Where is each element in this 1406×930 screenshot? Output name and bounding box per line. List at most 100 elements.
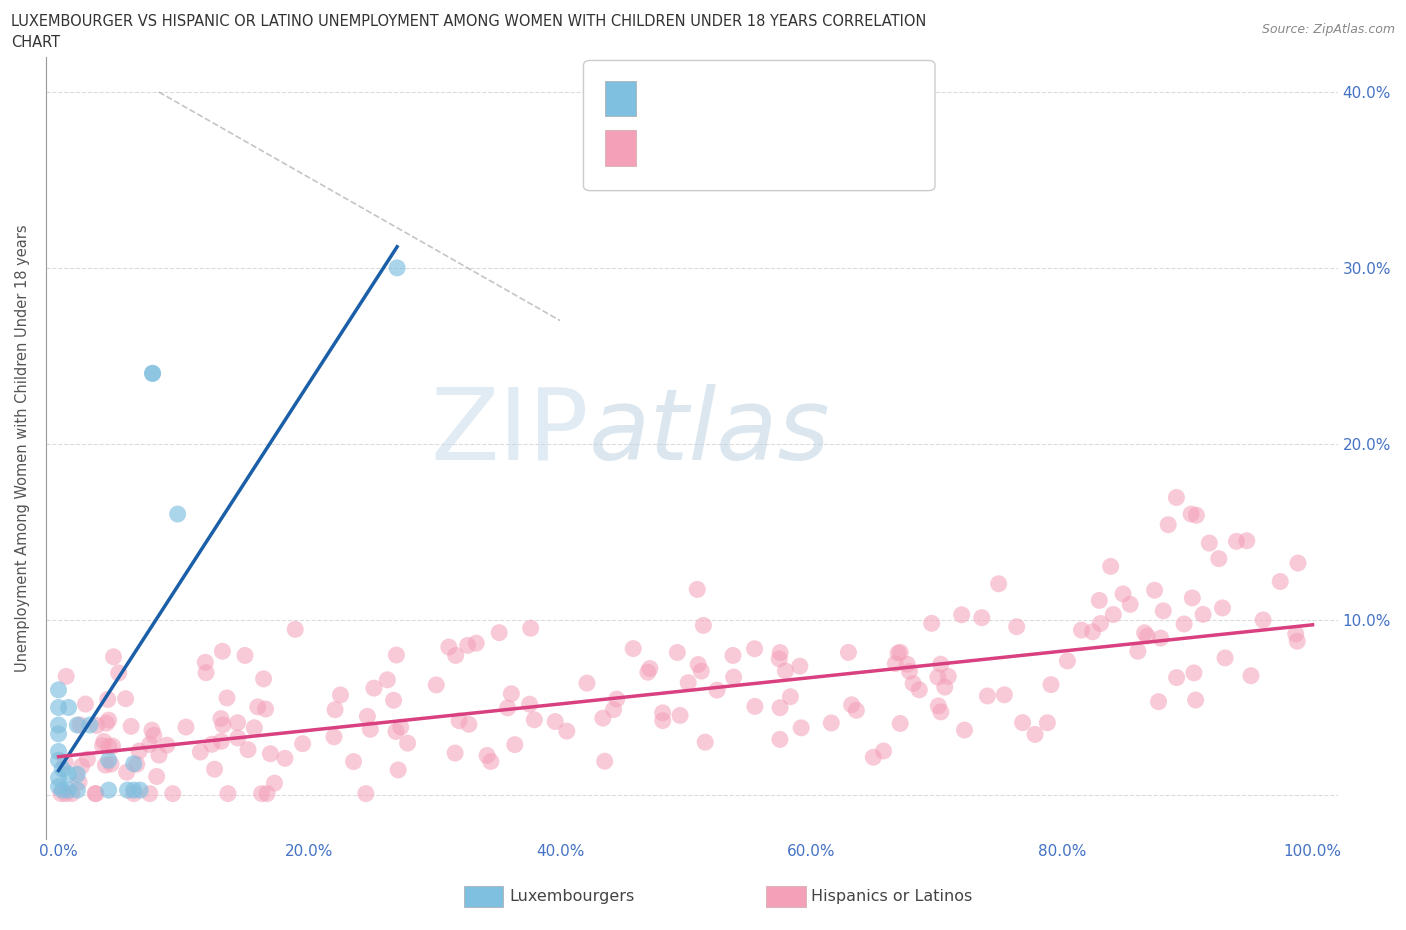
- Point: [555, 724, 578, 738]
- Point: [86, 718, 108, 733]
- Point: [501, 686, 523, 701]
- Point: [987, 577, 1010, 591]
- Point: [201, 737, 224, 751]
- Point: [1102, 607, 1125, 622]
- Point: [363, 681, 385, 696]
- Point: [592, 711, 614, 725]
- Point: [686, 582, 709, 597]
- Point: [1198, 536, 1220, 551]
- Point: [96, 716, 118, 731]
- Point: [70, 759, 93, 774]
- Point: [142, 365, 165, 380]
- Point: [1152, 604, 1174, 618]
- Point: [79, 718, 101, 733]
- Point: [48, 770, 70, 785]
- Point: [204, 762, 226, 777]
- Text: Luxembourgers: Luxembourgers: [509, 889, 634, 904]
- Point: [389, 720, 412, 735]
- Point: [1005, 619, 1028, 634]
- Point: [1286, 555, 1309, 570]
- Point: [789, 658, 811, 673]
- Point: [1173, 617, 1195, 631]
- Point: [621, 641, 644, 656]
- Point: [1136, 629, 1159, 644]
- Point: [226, 715, 249, 730]
- Point: [354, 786, 377, 801]
- Point: [437, 640, 460, 655]
- Point: [638, 661, 661, 676]
- Point: [122, 756, 145, 771]
- Point: [254, 701, 277, 716]
- Point: [666, 645, 689, 660]
- Point: [48, 744, 70, 759]
- Point: [190, 745, 212, 760]
- Point: [1270, 574, 1292, 589]
- Point: [1285, 627, 1308, 642]
- Point: [48, 718, 70, 733]
- Point: [593, 754, 616, 769]
- Point: [519, 621, 541, 636]
- Point: [1040, 677, 1063, 692]
- Point: [449, 713, 471, 728]
- Point: [66, 767, 89, 782]
- Point: [48, 726, 70, 741]
- Point: [695, 735, 717, 750]
- Point: [259, 746, 281, 761]
- Point: [58, 700, 80, 715]
- Point: [256, 786, 278, 801]
- Text: R = 0.637   N = 200: R = 0.637 N = 200: [644, 139, 825, 157]
- Point: [901, 676, 924, 691]
- Point: [927, 670, 949, 684]
- Point: [1011, 715, 1033, 730]
- Point: [769, 700, 792, 715]
- Point: [1211, 601, 1233, 616]
- Point: [602, 702, 624, 717]
- Point: [97, 712, 120, 727]
- Point: [359, 722, 381, 737]
- Point: [195, 665, 218, 680]
- Point: [721, 648, 744, 663]
- Text: LUXEMBOURGER VS HISPANIC OR LATINO UNEMPLOYMENT AMONG WOMEN WITH CHILDREN UNDER : LUXEMBOURGER VS HISPANIC OR LATINO UNEMP…: [11, 14, 927, 29]
- Point: [129, 783, 152, 798]
- Point: [1150, 631, 1173, 645]
- Point: [1181, 591, 1204, 605]
- Y-axis label: Unemployment Among Women with Children Under 18 years: Unemployment Among Women with Children U…: [15, 224, 30, 671]
- Point: [444, 648, 467, 663]
- Point: [142, 365, 165, 380]
- Point: [1251, 613, 1274, 628]
- Point: [209, 711, 232, 726]
- Point: [651, 706, 673, 721]
- Point: [1184, 693, 1206, 708]
- Point: [1240, 669, 1263, 684]
- Point: [898, 664, 921, 679]
- Point: [496, 700, 519, 715]
- Point: [1036, 715, 1059, 730]
- Point: [396, 736, 419, 751]
- Point: [97, 739, 120, 754]
- Point: [993, 687, 1015, 702]
- Point: [274, 751, 297, 765]
- Point: [927, 698, 949, 713]
- Point: [84, 786, 107, 801]
- Point: [385, 260, 408, 275]
- Point: [523, 712, 546, 727]
- Point: [1119, 597, 1142, 612]
- Point: [1166, 490, 1188, 505]
- Point: [48, 700, 70, 715]
- Point: [934, 680, 956, 695]
- Point: [60, 786, 83, 801]
- Point: [211, 644, 233, 658]
- Point: [1147, 694, 1170, 709]
- Point: [66, 718, 89, 733]
- Point: [651, 713, 673, 728]
- Point: [145, 769, 167, 784]
- Point: [215, 690, 238, 705]
- Point: [1112, 587, 1135, 602]
- Text: Hispanics or Latinos: Hispanics or Latinos: [811, 889, 973, 904]
- Point: [48, 683, 70, 698]
- Point: [387, 763, 409, 777]
- Point: [458, 717, 481, 732]
- Point: [58, 783, 80, 798]
- Point: [544, 714, 567, 729]
- Point: [606, 692, 628, 707]
